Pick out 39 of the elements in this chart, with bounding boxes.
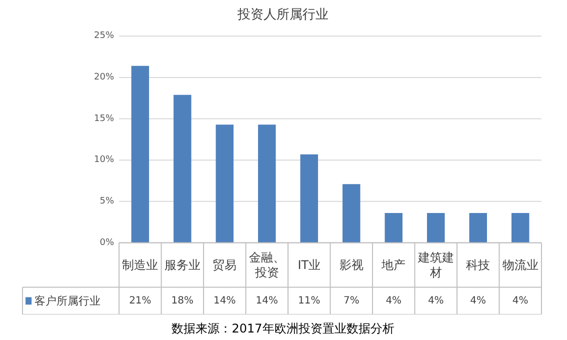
y-tick-label: 10%: [94, 155, 114, 166]
chart-title: 投资人所属行业: [236, 8, 328, 22]
x-tick-label: 影视: [339, 258, 364, 272]
data-label: 4%: [386, 295, 402, 306]
bar: [511, 213, 530, 243]
bar: [216, 124, 234, 243]
bar: [258, 124, 276, 243]
bar: [384, 213, 403, 243]
x-tick-label: 地产: [380, 258, 406, 272]
y-tick-label: 5%: [100, 196, 114, 206]
data-label: 14%: [256, 295, 278, 306]
y-tick-label: 25%: [94, 31, 114, 42]
x-tick-label: 金融、投资: [248, 250, 285, 280]
x-tick-label: 贸易: [212, 258, 237, 272]
x-tick-label: 物流业: [502, 258, 538, 272]
data-label: 11%: [298, 295, 320, 306]
bar: [469, 213, 487, 243]
data-label: 21%: [129, 295, 152, 306]
data-label: 18%: [171, 295, 194, 306]
bar: [131, 66, 150, 243]
bar: [427, 213, 445, 243]
data-label: 4%: [512, 295, 528, 306]
y-tick-label: 0%: [100, 238, 114, 248]
x-tick-label: IT业: [298, 258, 321, 272]
data-label: 4%: [428, 295, 444, 306]
bar: [300, 154, 318, 243]
legend-label: 客户所属行业: [34, 294, 101, 308]
y-tick-label: 15%: [94, 114, 114, 124]
data-label: 14%: [214, 295, 236, 306]
data-label: 4%: [470, 295, 486, 306]
x-tick-label: 建筑建材: [416, 250, 454, 280]
y-tick-label: 20%: [94, 72, 114, 82]
bar: [342, 184, 360, 243]
data-label: 7%: [343, 295, 360, 306]
x-tick-label: 科技: [466, 258, 490, 272]
x-tick-label: 服务业: [164, 258, 200, 272]
x-tick-label: 制造业: [122, 258, 158, 272]
source-note: 数据来源：2017年欧洲投资置业数据分析: [172, 322, 394, 336]
bar: [174, 94, 192, 243]
